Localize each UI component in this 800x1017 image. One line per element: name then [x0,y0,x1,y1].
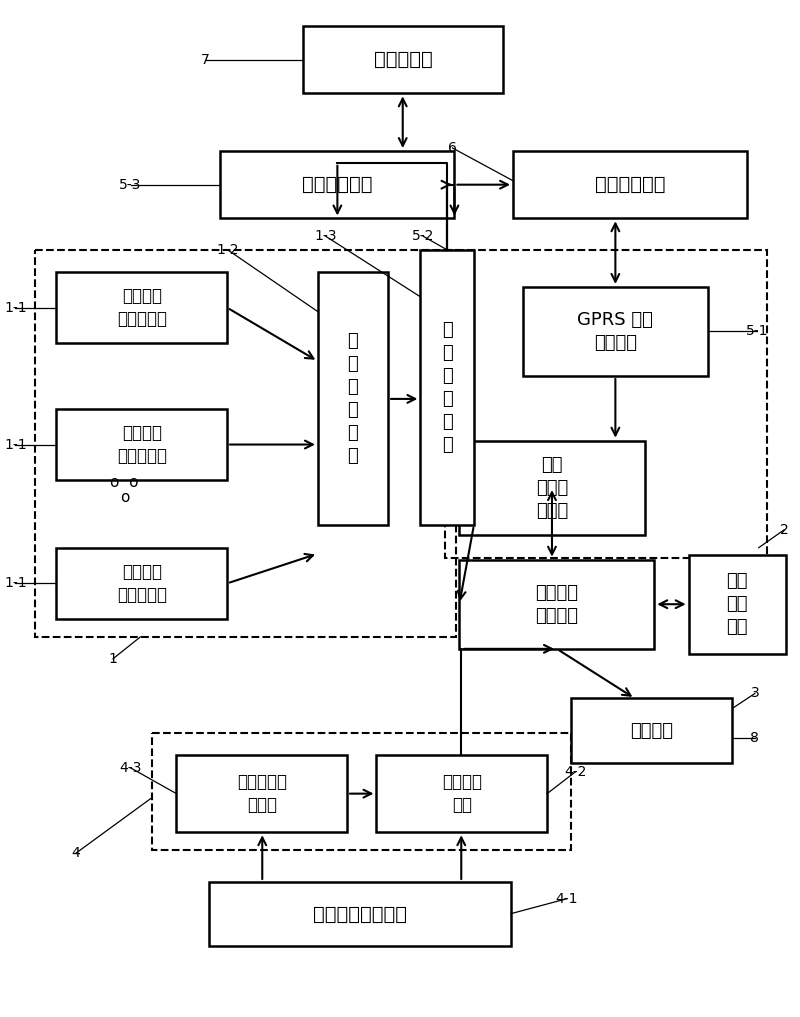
Text: 8: 8 [750,731,759,745]
Bar [152,733,571,850]
Text: 显示模块: 显示模块 [630,722,674,739]
Bar [318,272,388,525]
Bar [57,409,227,480]
Bar [459,440,645,535]
Bar [459,559,654,649]
Text: 1-2: 1-2 [217,243,239,257]
Text: 移动终端设备: 移动终端设备 [594,175,666,194]
Text: o  o
o: o o o [110,475,139,505]
Text: 数
据
采
集
模
块: 数 据 采 集 模 块 [348,333,358,465]
Bar [303,26,503,94]
Text: 7: 7 [202,53,210,67]
Text: 网联网服务器: 网联网服务器 [302,175,373,194]
Text: 1-3: 1-3 [314,229,337,243]
Text: 数据
存儲
单元: 数据 存儲 单元 [726,573,748,636]
Bar [689,554,786,654]
Text: GPRS 网络
通信模块: GPRS 网络 通信模块 [578,311,654,352]
Text: 3: 3 [750,686,759,701]
Text: 太阳能充电
电池板: 太阳能充电 电池板 [237,773,286,814]
Bar [177,755,347,832]
Bar [220,151,454,219]
Text: 信
号
调
理
电
路: 信 号 调 理 电 路 [442,321,453,454]
Text: 土壤水分
测量传感器: 土壤水分 测量传感器 [117,563,166,604]
Bar [209,882,511,947]
Text: 在线监控机: 在线监控机 [374,50,433,69]
Text: 数据分析
处理模块: 数据分析 处理模块 [535,584,578,624]
Bar [376,755,547,832]
Text: 电源管理
模块: 电源管理 模块 [442,773,482,814]
Text: 无线
互联网
接入器: 无线 互联网 接入器 [536,456,568,520]
Text: 4-1: 4-1 [555,892,578,906]
Text: 1-1: 1-1 [4,301,26,314]
Bar [522,287,708,376]
Text: 4-3: 4-3 [119,761,142,775]
Text: 1-1: 1-1 [4,577,26,591]
Bar [57,548,227,619]
Text: 4-2: 4-2 [564,765,586,779]
Bar [35,250,456,637]
Bar [445,250,766,557]
Bar [571,699,733,763]
Text: 土壤水分
测量传感器: 土壤水分 测量传感器 [117,287,166,328]
Text: 2: 2 [780,523,789,537]
Bar [513,151,747,219]
Text: 1: 1 [109,652,118,666]
Text: 1-1: 1-1 [4,437,26,452]
Text: 5-1: 5-1 [746,324,768,339]
Text: 太阳能充电电池板: 太阳能充电电池板 [313,905,407,923]
Text: 5-2: 5-2 [412,229,434,243]
Bar [420,250,474,525]
Text: 土壤水分
测量传感器: 土壤水分 测量传感器 [117,424,166,465]
Text: 6: 6 [448,141,457,155]
Bar [57,272,227,344]
Text: 4: 4 [71,846,80,860]
Text: 5-3: 5-3 [119,178,142,191]
